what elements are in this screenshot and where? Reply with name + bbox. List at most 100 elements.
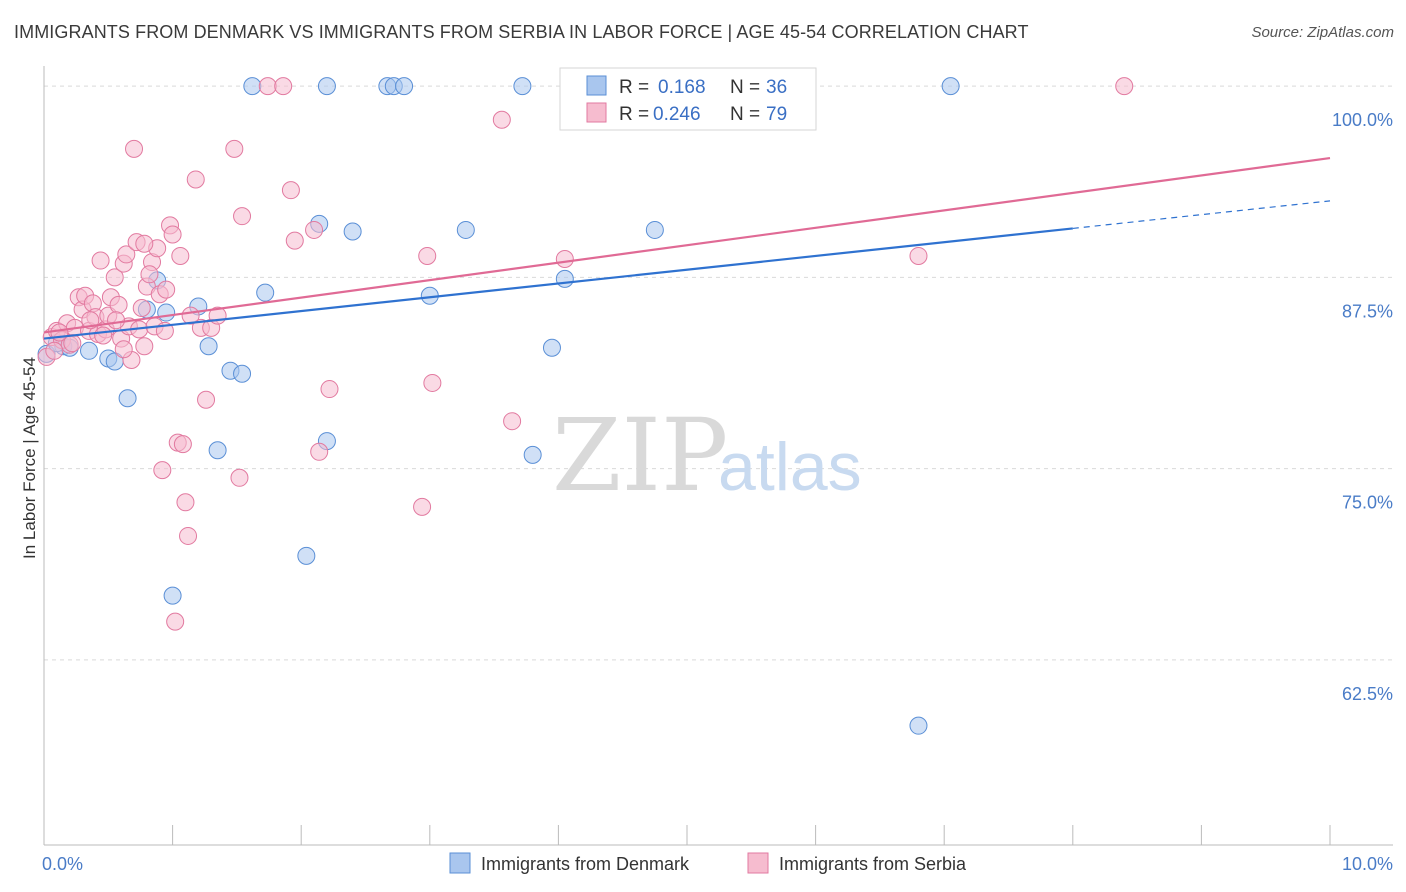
serbia-point xyxy=(109,295,128,314)
legend-n-label-denmark: N = xyxy=(730,77,760,98)
serbia-point xyxy=(94,326,113,345)
serbia-point xyxy=(117,245,136,264)
serbia-point xyxy=(81,311,100,330)
denmark-trend-line-extension xyxy=(1072,200,1331,230)
serbia-point xyxy=(132,298,151,317)
serbia-point xyxy=(320,380,339,399)
serbia-point xyxy=(418,246,437,265)
x-tick-labels: 0.0% 10.0% xyxy=(42,854,1393,874)
denmark-point xyxy=(456,220,475,239)
denmark-point xyxy=(233,364,252,383)
legend-r-label-denmark: R = xyxy=(619,77,649,98)
denmark-point xyxy=(208,441,227,460)
bottom-legend-label-serbia: Immigrants from Serbia xyxy=(779,854,967,874)
serbia-point xyxy=(91,251,110,270)
legend-swatch-denmark xyxy=(586,75,607,96)
denmark-point xyxy=(343,222,362,241)
denmark-point xyxy=(80,341,99,360)
serbia-point xyxy=(135,337,154,356)
denmark-trend-line xyxy=(43,227,1073,340)
axes xyxy=(43,66,1393,846)
serbia-point xyxy=(225,139,244,158)
denmark-point xyxy=(513,77,532,96)
legend-r-serbia: 0.246 xyxy=(653,104,701,125)
serbia-point xyxy=(197,390,216,409)
denmark-point xyxy=(256,283,275,302)
serbia-point xyxy=(274,77,293,96)
y-axis-title: In Labor Force | Age 45-54 xyxy=(20,357,39,559)
serbia-point xyxy=(163,225,182,244)
serbia-point xyxy=(157,280,176,299)
serbia-point xyxy=(233,207,252,226)
chart-title: IMMIGRANTS FROM DENMARK VS IMMIGRANTS FR… xyxy=(14,22,1029,42)
y-tick-label: 75.0% xyxy=(1342,493,1393,513)
watermark-atlas: atlas xyxy=(718,429,862,505)
legend-r-denmark: 0.168 xyxy=(658,77,706,98)
serbia-point xyxy=(258,77,277,96)
serbia-point xyxy=(45,341,64,360)
serbia-point xyxy=(176,493,195,512)
serbia-point xyxy=(909,246,928,265)
denmark-point xyxy=(941,77,960,96)
bottom-legend-swatch-denmark xyxy=(449,852,471,874)
y-tick-label: 100.0% xyxy=(1332,110,1393,130)
legend-n-denmark: 36 xyxy=(766,77,787,98)
serbia-point xyxy=(114,340,133,359)
serbia-point xyxy=(492,110,511,129)
trend-lines xyxy=(43,156,1331,340)
serbia-point xyxy=(503,412,522,431)
serbia-point xyxy=(135,234,154,253)
serbia-point xyxy=(555,250,574,269)
denmark-point xyxy=(909,716,928,735)
serbia-point xyxy=(179,526,198,545)
serbia-point xyxy=(305,220,324,239)
legend-r-label-serbia: R = xyxy=(619,104,649,125)
serbia-point xyxy=(310,442,329,461)
x-tick-label-max: 10.0% xyxy=(1342,854,1393,874)
denmark-point xyxy=(157,303,176,322)
serbia-point xyxy=(281,181,300,200)
serbia-point xyxy=(413,497,432,516)
serbia-trend-line xyxy=(43,156,1331,334)
serbia-point xyxy=(285,231,304,250)
y-tick-label: 87.5% xyxy=(1342,301,1393,321)
legend-n-label-serbia: N = xyxy=(730,104,760,125)
denmark-point xyxy=(542,338,561,357)
denmark-point xyxy=(395,77,414,96)
serbia-point xyxy=(186,170,205,189)
x-tick-label-min: 0.0% xyxy=(42,854,83,874)
source-credit: Source: ZipAtlas.com xyxy=(1251,24,1394,41)
denmark-point xyxy=(199,337,218,356)
denmark-point xyxy=(317,77,336,96)
serbia-point xyxy=(230,468,249,487)
serbia-point xyxy=(140,265,159,284)
legend-n-serbia: 79 xyxy=(766,104,787,125)
denmark-point xyxy=(555,269,574,288)
serbia-point xyxy=(173,435,192,454)
denmark-point xyxy=(243,77,262,96)
bottom-legend: Immigrants from Denmark Immigrants from … xyxy=(449,852,967,874)
denmark-point xyxy=(118,389,137,408)
serbia-point xyxy=(166,612,185,631)
denmark-point xyxy=(645,220,664,239)
legend-box: R = 0.168 N = 36 R = 0.246 N = 79 xyxy=(559,67,817,131)
data-points xyxy=(37,77,1134,735)
bottom-legend-label-denmark: Immigrants from Denmark xyxy=(481,854,690,874)
serbia-point xyxy=(423,373,442,392)
y-tick-labels: 62.5% 75.0% 87.5% 100.0% xyxy=(1332,110,1393,704)
denmark-point xyxy=(163,586,182,605)
denmark-point xyxy=(523,445,542,464)
y-tick-label: 62.5% xyxy=(1342,684,1393,704)
denmark-point xyxy=(297,546,316,565)
serbia-point xyxy=(171,246,190,265)
serbia-point xyxy=(153,461,172,480)
serbia-point xyxy=(107,311,126,330)
watermark-zip: ZIP xyxy=(552,397,728,514)
serbia-point xyxy=(1115,77,1134,96)
legend-swatch-serbia xyxy=(586,102,607,123)
watermark: ZIP atlas xyxy=(552,397,862,514)
serbia-point xyxy=(125,139,144,158)
bottom-legend-swatch-serbia xyxy=(747,852,769,874)
serbia-point xyxy=(105,268,124,287)
